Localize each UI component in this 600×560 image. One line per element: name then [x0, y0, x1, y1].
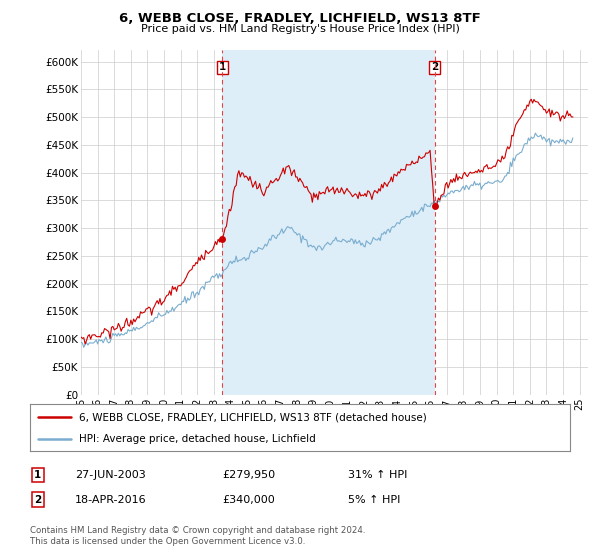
- Bar: [222, 50, 435, 395]
- Text: Price paid vs. HM Land Registry's House Price Index (HPI): Price paid vs. HM Land Registry's House …: [140, 24, 460, 34]
- Text: 1: 1: [218, 63, 226, 72]
- Text: 2: 2: [431, 63, 439, 72]
- Text: 6, WEBB CLOSE, FRADLEY, LICHFIELD, WS13 8TF (detached house): 6, WEBB CLOSE, FRADLEY, LICHFIELD, WS13 …: [79, 412, 427, 422]
- Text: 27-JUN-2003: 27-JUN-2003: [75, 470, 146, 480]
- Text: Contains HM Land Registry data © Crown copyright and database right 2024.
This d: Contains HM Land Registry data © Crown c…: [30, 526, 365, 546]
- Text: 2: 2: [34, 494, 41, 505]
- Text: 6, WEBB CLOSE, FRADLEY, LICHFIELD, WS13 8TF: 6, WEBB CLOSE, FRADLEY, LICHFIELD, WS13 …: [119, 12, 481, 25]
- Text: HPI: Average price, detached house, Lichfield: HPI: Average price, detached house, Lich…: [79, 433, 316, 444]
- Text: 18-APR-2016: 18-APR-2016: [75, 494, 146, 505]
- Text: £340,000: £340,000: [222, 494, 275, 505]
- Text: 31% ↑ HPI: 31% ↑ HPI: [348, 470, 407, 480]
- Text: 1: 1: [34, 470, 41, 480]
- Text: £279,950: £279,950: [222, 470, 275, 480]
- Text: 5% ↑ HPI: 5% ↑ HPI: [348, 494, 400, 505]
